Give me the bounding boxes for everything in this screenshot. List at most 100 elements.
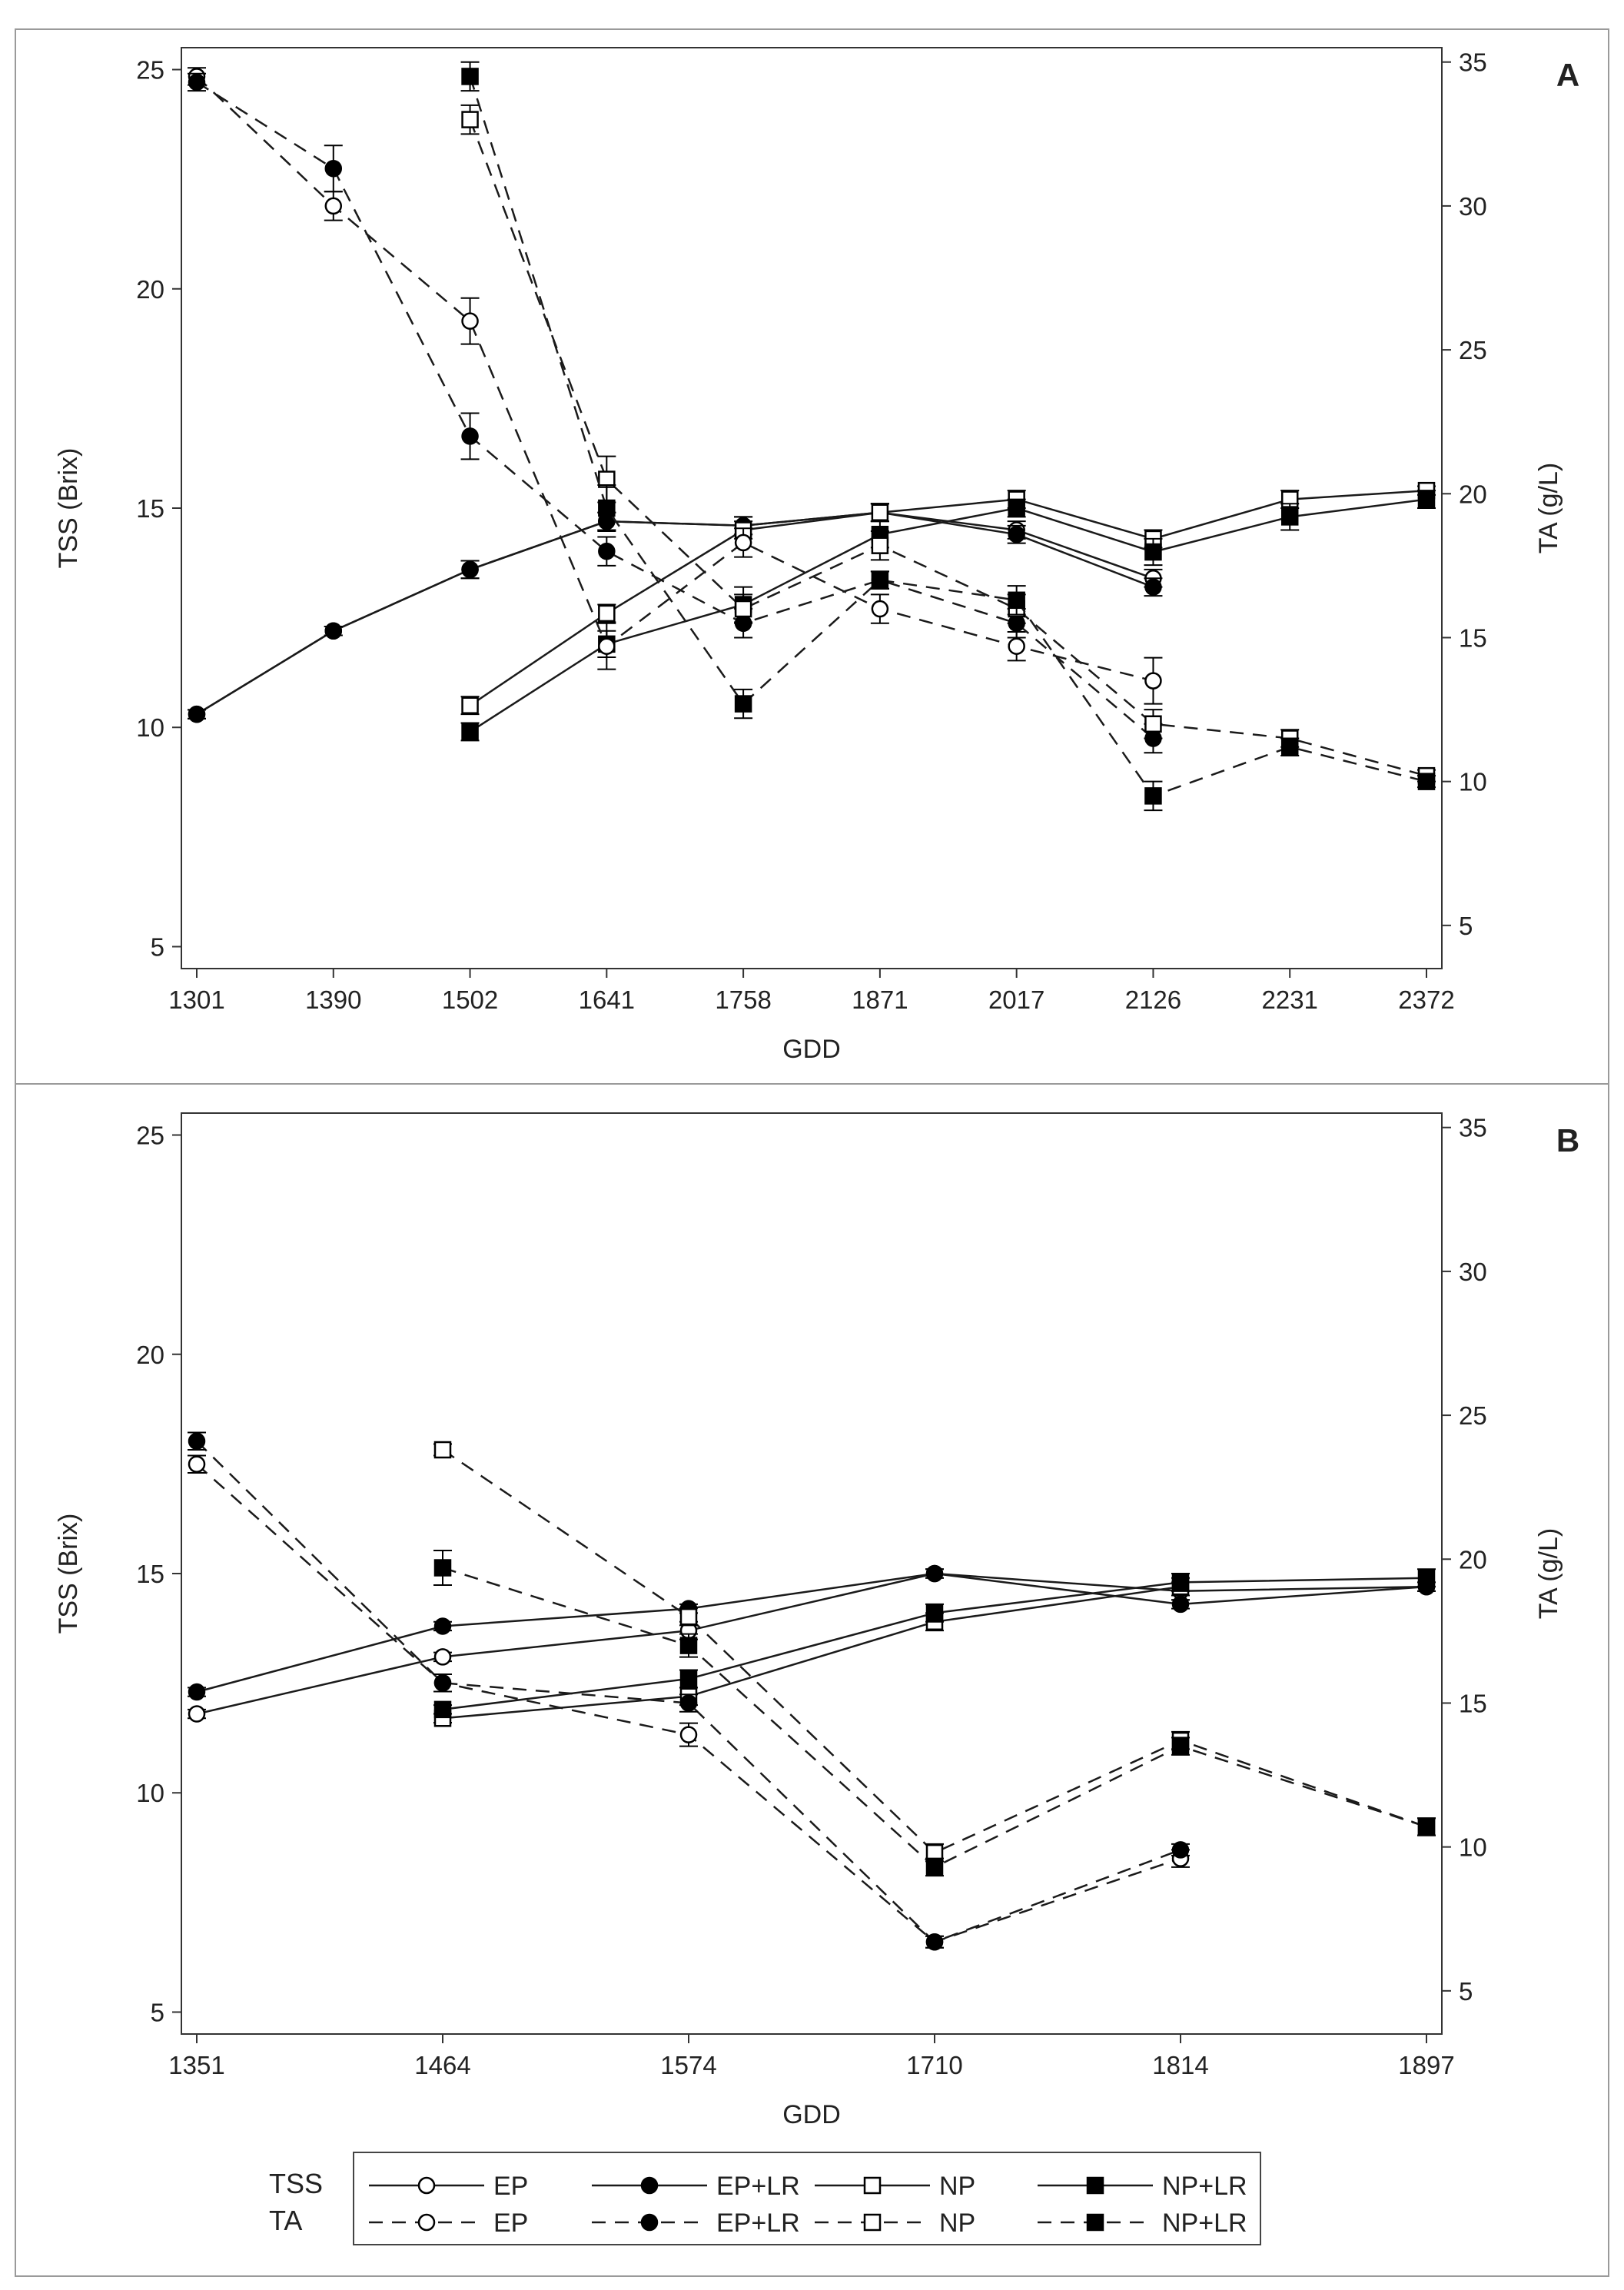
legend-marker xyxy=(417,2213,436,2232)
series-line-tss-ep-lr xyxy=(196,1572,1427,1693)
data-point-tss-ep-lr xyxy=(324,622,343,640)
data-point-ta-np-lr xyxy=(598,499,616,517)
y2-tick-label: 25 xyxy=(1459,1401,1487,1430)
data-point-tss-np-lr xyxy=(679,1670,698,1688)
x-tick-label: 1871 xyxy=(852,985,908,1014)
data-point-ta-np-lr xyxy=(1008,591,1025,610)
legend-entry-label: NP+LR xyxy=(1162,2172,1247,2201)
legend-entry-label: EP xyxy=(493,2209,528,2238)
data-point-ta-np xyxy=(433,1441,452,1459)
legend-marker xyxy=(863,2213,882,2232)
data-point-ta-ep-lr xyxy=(1171,1841,1190,1859)
y-tick-label: 20 xyxy=(136,275,164,304)
series-ta-np-lr xyxy=(433,1550,1436,1877)
data-point-tss-np-lr xyxy=(461,723,479,741)
x-tick-label: 1301 xyxy=(168,985,224,1014)
panel-b: B GDD TSS (Brix) TA (g/L) 1351 1464 1574 17… xyxy=(54,1112,1579,2129)
x-tick-label: 2231 xyxy=(1262,985,1318,1014)
data-point-ta-np-lr xyxy=(461,68,479,85)
legend-entry-label: EP+LR xyxy=(716,2209,800,2238)
x-tick-label: 1641 xyxy=(579,985,635,1014)
series-line-ta-np xyxy=(469,119,1427,777)
data-point-ta-np-lr xyxy=(679,1637,698,1654)
series-line-ta-ep xyxy=(196,75,1154,682)
legend-entries: EP EP+LR NP NP+LR EP EP+LR NP NP+LR xyxy=(369,2172,1247,2238)
legend-marker xyxy=(417,2176,436,2195)
data-point-ta-ep xyxy=(871,600,889,618)
legend-marker xyxy=(640,2213,659,2232)
y-tick-label: 5 xyxy=(151,1998,164,2026)
series-ta-ep xyxy=(188,67,1163,705)
series-line-ta-ep-lr xyxy=(196,81,1154,740)
data-point-ta-ep-lr xyxy=(324,159,343,178)
legend-marker xyxy=(863,2176,882,2195)
y-axis-label: TSS (Brix) xyxy=(54,1514,83,1634)
data-point-ta-ep xyxy=(679,1726,698,1743)
y2-tick-label: 20 xyxy=(1459,1545,1487,1574)
axis-ticks: 1301 1390 1502 1641 1758 1871 2017 2126 2231 2372… xyxy=(136,48,1486,1014)
legend-entry-label: NP xyxy=(939,2172,975,2201)
y2-tick-label: 35 xyxy=(1459,1114,1487,1142)
x-tick-label: 1464 xyxy=(414,2051,470,2079)
data-point-tss-np xyxy=(871,504,889,521)
data-point-ta-np-lr xyxy=(734,695,752,713)
series-ta-ep-lr xyxy=(188,1431,1190,1951)
data-point-ta-ep xyxy=(1144,672,1162,690)
y2-tick-label: 5 xyxy=(1459,1977,1473,2006)
series-tss-np-lr xyxy=(433,1568,1436,1719)
y2-tick-label: 25 xyxy=(1459,336,1487,364)
panel-label: A xyxy=(1556,57,1579,93)
x-tick-label: 2372 xyxy=(1398,985,1454,1014)
data-point-ta-np xyxy=(734,600,752,618)
data-point-tss-np-lr xyxy=(1417,1569,1436,1587)
data-point-tss-np xyxy=(461,696,479,714)
data-point-ta-np-lr xyxy=(925,1858,944,1876)
y-tick-label: 5 xyxy=(151,932,164,961)
legend-marker xyxy=(1086,2176,1104,2195)
y-tick-label: 25 xyxy=(136,56,164,85)
series-line-ta-ep-lr xyxy=(196,1440,1181,1943)
data-point-ta-ep-lr xyxy=(461,427,479,445)
legend-box xyxy=(353,2152,1261,2245)
data-point-ta-np-lr xyxy=(1144,787,1162,805)
x-tick-label: 2126 xyxy=(1125,985,1181,1014)
series-line-tss-np-lr xyxy=(469,498,1427,733)
data-point-ta-ep xyxy=(324,197,343,215)
figure-border xyxy=(15,28,1609,2277)
legend: TSS TA EP EP+LR NP NP+LR EP EP+LR NP NP+LR xyxy=(269,2152,1261,2245)
data-point-ta-ep-lr xyxy=(188,1432,206,1451)
data-point-tss-ep-lr xyxy=(433,1617,452,1635)
data-point-tss-ep xyxy=(188,1705,206,1723)
data-point-ta-np-lr xyxy=(433,1559,452,1577)
data-point-ta-np-lr xyxy=(871,571,889,589)
panel-label: B xyxy=(1556,1122,1579,1158)
y-tick-label: 25 xyxy=(136,1122,164,1150)
series-line-ta-np-lr xyxy=(469,76,1427,797)
x-tick-label: 1758 xyxy=(715,985,771,1014)
y2-tick-label: 30 xyxy=(1459,1258,1487,1286)
data-point-ta-np-lr xyxy=(1171,1737,1190,1755)
y2-tick-label: 15 xyxy=(1459,623,1487,652)
y2-axis-label: TA (g/L) xyxy=(1534,1528,1563,1619)
data-point-ta-np-lr xyxy=(1417,1818,1436,1836)
x-tick-label: 1351 xyxy=(168,2051,224,2079)
legend-marker xyxy=(1086,2213,1104,2232)
x-tick-label: 2017 xyxy=(988,985,1044,1014)
x-tick-label: 1502 xyxy=(442,985,498,1014)
axis-ticks: 1351 1464 1574 1710 1814 1897 5 10 15 20 25 5 10 15 20… xyxy=(136,1114,1486,2079)
data-point-tss-ep xyxy=(433,1648,452,1666)
data-point-tss-ep-lr xyxy=(461,560,479,579)
y2-tick-label: 30 xyxy=(1459,192,1487,221)
data-point-tss-ep-lr xyxy=(1144,578,1162,596)
data-point-tss-ep-lr xyxy=(188,705,206,723)
data-point-ta-ep xyxy=(188,1455,206,1473)
legend-marker xyxy=(640,2176,659,2195)
series-line-tss-np xyxy=(442,1585,1181,1720)
series-marks xyxy=(188,61,1436,812)
data-point-ta-np-lr xyxy=(1417,773,1436,790)
x-tick-label: 1814 xyxy=(1152,2051,1208,2079)
data-point-ta-ep xyxy=(734,533,752,552)
data-point-ta-ep-lr xyxy=(433,1674,452,1692)
data-point-ta-ep-lr xyxy=(598,542,616,560)
x-tick-label: 1710 xyxy=(906,2051,962,2079)
